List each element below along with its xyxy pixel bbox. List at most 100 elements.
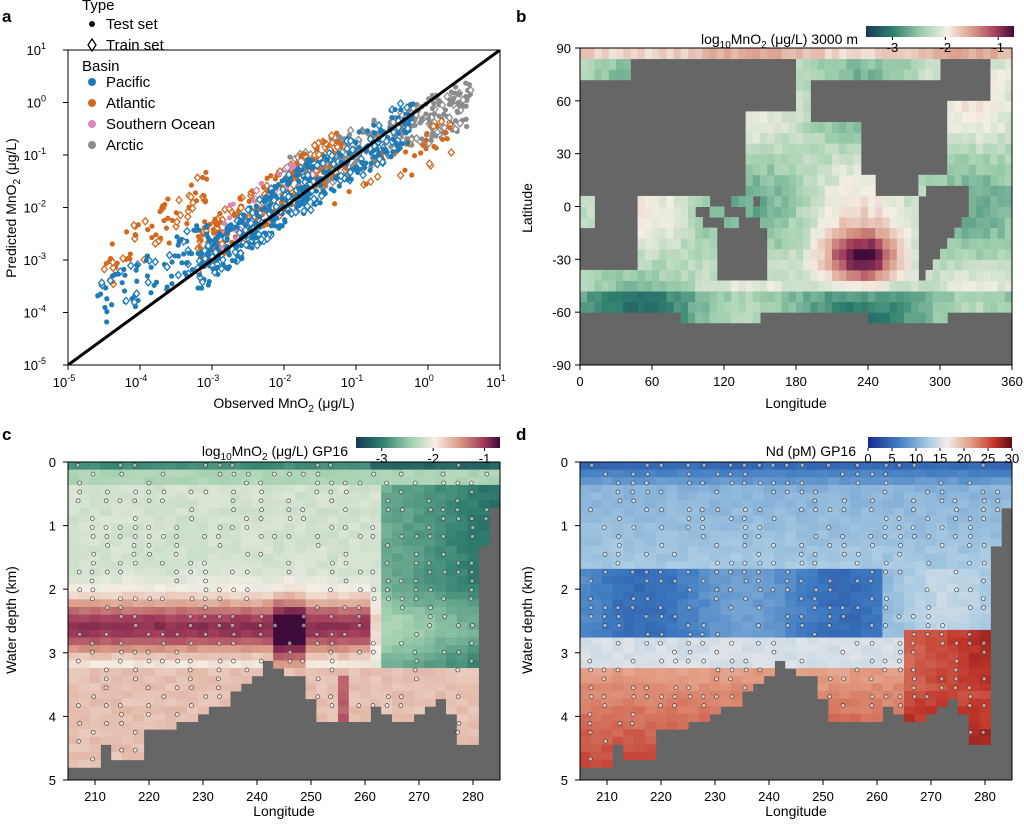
ocean-cell [666,196,674,207]
section-cell [176,515,187,523]
sample-point [190,686,194,690]
test-point [249,245,254,250]
section-cell [230,607,241,615]
section-cell [111,691,122,699]
section-cell [295,607,306,615]
sample-point [118,659,122,663]
section-cell [219,508,230,516]
sample-point [148,552,152,556]
sample-point [134,623,138,627]
section-cell [893,706,904,714]
section-cell [284,630,295,638]
section-cell [688,531,699,539]
sample-point [385,481,389,485]
section-cell [68,531,79,539]
sample-point [371,650,375,654]
ocean-cell [1005,69,1013,80]
section-cell [241,576,252,584]
test-point [121,267,126,272]
sample-point [427,561,431,565]
section-cell [252,607,263,615]
section-cell [208,576,219,584]
sample-point [330,561,334,565]
sample-point [175,579,179,583]
ocean-cell [810,185,818,196]
ocean-cell [645,217,653,228]
section-cell [742,622,753,630]
section-cell [219,500,230,508]
section-cell [370,615,381,623]
test-point [271,219,276,224]
section-cell [602,500,613,508]
ocean-cell [882,312,890,323]
ocean-cell [789,164,797,175]
section-cell [850,714,861,722]
ocean-cell [818,270,826,281]
sample-point [90,570,94,574]
ocean-cell [926,312,934,323]
section-cell [327,714,338,722]
section-cell [731,645,742,653]
section-cell [623,561,634,569]
section-cell [872,515,883,523]
section-cell [316,561,327,569]
section-cell [785,500,796,508]
ocean-cell [645,48,653,59]
sample-point [203,534,207,538]
ocean-cell [825,238,833,249]
section-cell [666,470,677,478]
ocean-cell [947,302,955,313]
sample-point [230,463,234,467]
section-cell [764,554,775,562]
ocean-cell [990,111,998,122]
sample-point [232,490,236,494]
ocean-cell [746,175,754,186]
section-cell [424,546,435,554]
section-cell [591,531,602,539]
ocean-cell [681,196,689,207]
section-cell [818,546,829,554]
test-point [134,263,139,268]
section-cell [219,515,230,523]
section-cell [457,531,468,539]
section-cell [774,546,785,554]
section-cell [79,500,90,508]
colorbar-tick-label: -1 [992,40,1004,55]
ocean-cell [638,259,646,270]
section-cell [882,508,893,516]
section-cell [720,538,731,546]
ocean-cell [947,154,955,165]
sample-point [120,748,124,752]
test-point [453,118,458,123]
sample-point [76,499,80,503]
x-tick-label: 10-2 [269,373,291,390]
ocean-cell [724,302,732,313]
sample-point [329,695,333,699]
section-cell [850,485,861,493]
section-cell [710,653,721,661]
section-cell [306,584,317,592]
section-cell [915,477,926,485]
ocean-cell [846,164,854,175]
section-cell [262,477,273,485]
test-point [161,218,166,223]
ocean-cell [882,69,890,80]
section-cell [634,531,645,539]
section-cell [327,554,338,562]
ocean-cell [861,185,869,196]
ocean-cell [969,291,977,302]
sample-point [217,623,221,627]
section-cell [742,607,753,615]
sample-point [119,615,123,619]
sample-point [330,499,334,503]
section-cell [381,485,392,493]
section-cell [731,462,742,470]
ocean-cell [818,164,826,175]
ocean-cell [990,154,998,165]
ocean-cell [1005,280,1013,291]
section-cell [861,615,872,623]
section-cell [612,683,623,691]
section-cell [839,706,850,714]
ocean-cell [990,270,998,281]
test-point [104,296,109,301]
